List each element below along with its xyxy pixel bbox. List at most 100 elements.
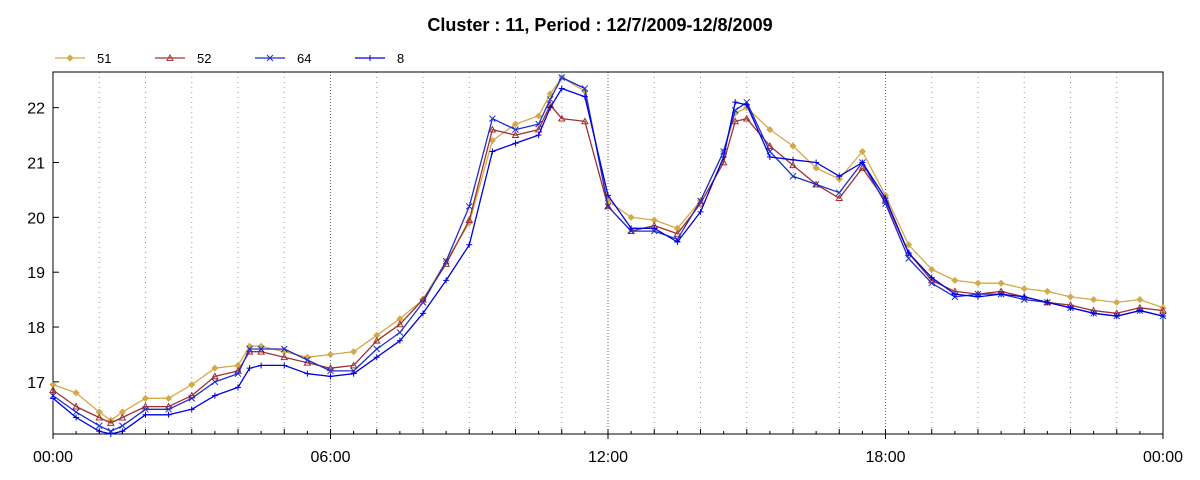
series-point <box>628 225 635 232</box>
series-point <box>742 114 751 122</box>
legend-item-52: 52 <box>155 51 211 66</box>
x-tick-label: 00:00 <box>33 449 73 466</box>
series-point <box>766 142 774 149</box>
series-point <box>372 336 381 344</box>
series-point <box>165 405 172 413</box>
series-point <box>266 54 274 62</box>
series-point <box>188 394 196 402</box>
series-point <box>211 392 218 399</box>
x-tick-label: 12:00 <box>588 449 628 466</box>
series-point <box>489 115 496 122</box>
y-tick-label: 20 <box>27 210 45 227</box>
series-point <box>107 431 114 437</box>
series-point <box>95 422 103 430</box>
y-tick-label: 18 <box>27 320 45 337</box>
series-point <box>812 164 820 172</box>
series-point <box>928 279 936 287</box>
series-point <box>72 389 80 397</box>
series-point <box>396 320 404 328</box>
series-point <box>928 265 936 274</box>
series-point <box>327 367 334 375</box>
series-point <box>905 255 912 262</box>
series-point <box>1021 293 1028 300</box>
y-tick-label: 21 <box>27 156 45 173</box>
series-point <box>419 299 427 306</box>
legend-item-64: 64 <box>255 51 311 66</box>
series-point <box>975 293 981 300</box>
series-point <box>605 192 611 199</box>
x-tick-label: 18:00 <box>865 449 905 466</box>
series-point <box>859 159 866 166</box>
series-point <box>304 370 311 377</box>
series-point <box>766 154 773 161</box>
series-line-52 <box>52 104 1164 424</box>
series-point <box>465 203 473 210</box>
series-point <box>119 422 126 430</box>
axes-layer: 17 18 19 20 21 22 00:00 06:00 12:00 18:00 00:00 <box>27 101 1183 466</box>
series-point <box>166 53 174 61</box>
series-point <box>1090 310 1097 317</box>
series-point <box>1160 313 1166 320</box>
series-point <box>511 131 520 138</box>
series-point <box>489 148 496 155</box>
series-point <box>719 158 728 166</box>
series-point <box>674 239 681 246</box>
series-point <box>1113 313 1120 320</box>
series-point <box>905 250 912 256</box>
series-point <box>442 257 450 265</box>
series-point <box>997 279 1005 287</box>
series-point <box>858 147 866 156</box>
series-point <box>998 291 1005 298</box>
series-point <box>211 372 219 380</box>
series-layer <box>49 73 1167 437</box>
legend-label: 52 <box>197 51 211 66</box>
y-tick-label: 22 <box>27 101 45 118</box>
series-point <box>488 125 497 133</box>
series-point <box>234 370 242 378</box>
series-point <box>789 142 797 150</box>
series-point <box>1066 293 1075 301</box>
series-point <box>1067 304 1074 311</box>
gridlines <box>98 72 1118 434</box>
series-point <box>258 362 265 369</box>
x-tick-label: 06:00 <box>310 449 350 466</box>
series-point <box>420 310 426 317</box>
series-point <box>349 361 358 369</box>
series-point <box>1020 285 1028 293</box>
series-point <box>443 277 450 284</box>
series-point <box>732 99 739 106</box>
series-point <box>303 358 312 366</box>
series-point <box>327 373 334 380</box>
series-point <box>604 203 612 210</box>
series-point <box>789 161 797 169</box>
series-point <box>546 90 554 98</box>
series-point <box>373 345 381 353</box>
series-point <box>720 154 727 161</box>
series-point <box>165 411 172 418</box>
y-tick-label: 17 <box>27 375 45 392</box>
series-point <box>581 93 588 100</box>
series-point <box>257 345 265 353</box>
series-point <box>49 386 57 394</box>
series-point <box>106 419 115 426</box>
series-point <box>257 347 265 355</box>
series-point <box>66 54 74 62</box>
series-point <box>535 112 543 120</box>
series-point <box>188 406 195 413</box>
series-point <box>743 101 750 108</box>
series-point <box>95 413 104 421</box>
series-point <box>557 114 566 122</box>
series-point <box>581 117 589 125</box>
series-point <box>512 126 519 133</box>
series-point <box>651 225 658 232</box>
series-point <box>731 117 740 125</box>
x-tick-label: 00:00 <box>1143 449 1183 466</box>
series-point <box>558 85 565 92</box>
series-point <box>835 189 843 197</box>
series-point <box>142 405 149 413</box>
series-point <box>73 414 80 421</box>
series-point <box>1159 306 1167 314</box>
series-point <box>1043 287 1051 295</box>
series-point <box>789 172 797 180</box>
